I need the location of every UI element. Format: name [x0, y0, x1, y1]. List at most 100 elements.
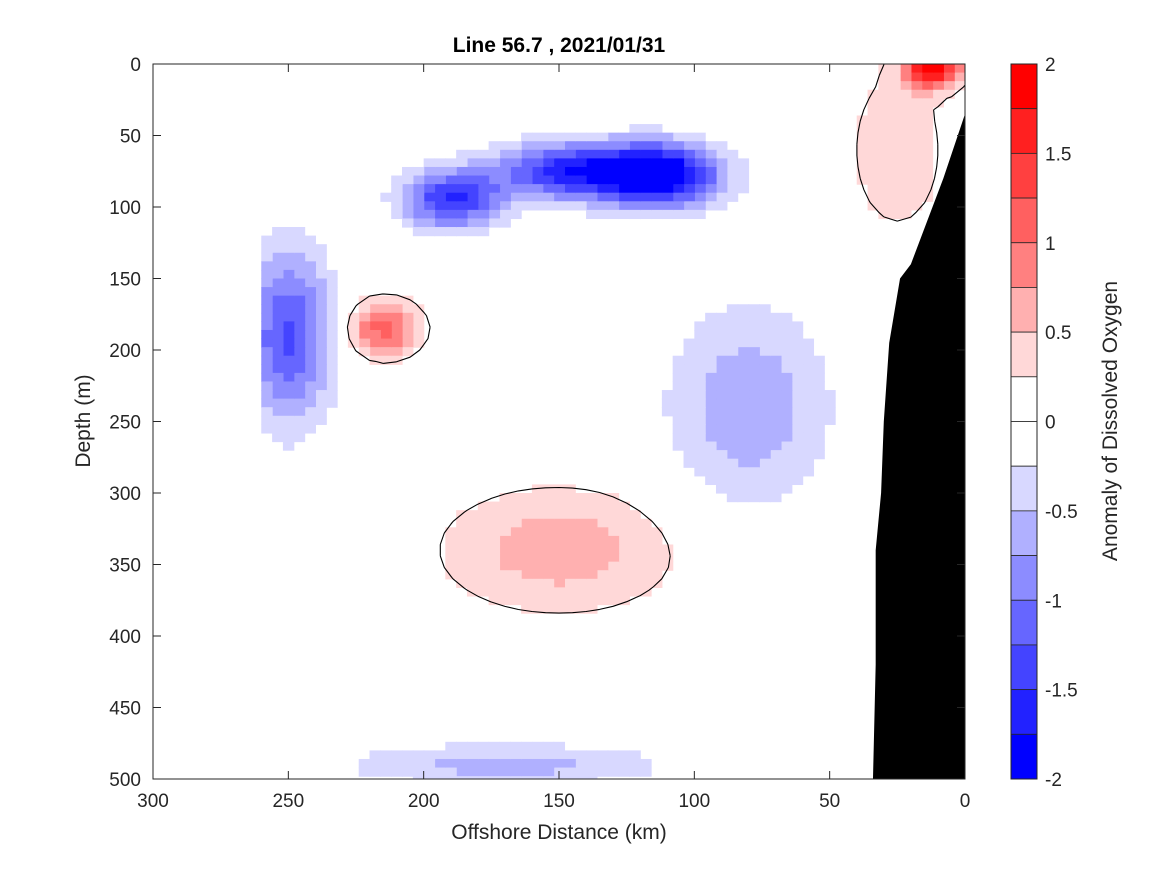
field-cell	[737, 158, 750, 168]
field-cell	[423, 218, 436, 228]
field-cell	[672, 398, 685, 408]
field-cell	[683, 372, 695, 383]
field-cell	[856, 115, 869, 125]
field-cell	[272, 424, 284, 434]
field-cell	[380, 750, 392, 760]
colorbar-band	[1010, 63, 1038, 110]
field-cell	[737, 175, 750, 185]
field-cell	[466, 776, 479, 779]
field-cell	[802, 355, 815, 365]
field-cell	[477, 767, 490, 777]
field-cell	[358, 347, 371, 357]
field-cell	[304, 347, 316, 357]
field-cell	[629, 175, 641, 185]
field-cell	[531, 561, 544, 571]
field-cell	[456, 570, 468, 580]
field-cell	[651, 535, 663, 546]
field-cell	[780, 338, 793, 348]
field-cell	[900, 115, 912, 125]
field-cell	[683, 424, 695, 434]
field-cell	[510, 209, 522, 220]
field-cell	[856, 149, 869, 159]
field-cell	[521, 561, 533, 571]
field-cell	[726, 484, 739, 494]
field-cell	[575, 570, 587, 580]
field-cell	[456, 158, 468, 168]
field-cell	[737, 458, 750, 468]
field-cell	[456, 192, 468, 202]
field-cell	[705, 475, 717, 486]
field-cell	[466, 758, 479, 769]
field-cell	[737, 381, 750, 391]
field-cell	[802, 432, 815, 443]
field-cell	[672, 364, 685, 374]
field-cell	[326, 398, 338, 408]
field-cell	[358, 758, 371, 769]
field-cell	[521, 201, 533, 211]
field-cell	[391, 355, 403, 365]
field-cell	[661, 553, 674, 563]
field-cell	[521, 604, 533, 614]
field-cell	[856, 158, 869, 168]
field-cell	[759, 458, 771, 468]
field-cell	[293, 252, 306, 262]
field-cell	[618, 184, 630, 194]
field-cell	[293, 278, 306, 288]
field-cell	[282, 269, 295, 280]
field-cell	[726, 166, 739, 177]
field-cell	[921, 184, 934, 194]
field-cell	[553, 750, 566, 760]
field-cell	[813, 398, 825, 408]
field-cell	[445, 166, 457, 177]
field-cell	[564, 149, 576, 159]
field-cell	[932, 81, 944, 91]
colorbar-tick-label: -1	[1045, 591, 1062, 612]
field-cell	[596, 587, 609, 597]
field-cell	[726, 158, 739, 168]
field-cell	[521, 166, 533, 177]
field-cell	[304, 244, 316, 254]
field-cell	[553, 149, 566, 159]
field-cell	[261, 304, 273, 314]
field-cell	[780, 355, 793, 365]
field-cell	[759, 398, 771, 408]
field-cell	[456, 518, 468, 528]
field-cell	[737, 432, 750, 443]
field-cell	[780, 441, 793, 451]
field-cell	[575, 501, 587, 511]
field-cell	[499, 553, 511, 563]
field-cell	[770, 432, 782, 443]
field-cell	[802, 424, 815, 434]
field-cell	[326, 347, 338, 357]
field-cell	[683, 415, 695, 425]
field-cell	[304, 381, 316, 391]
field-cell	[499, 158, 511, 168]
field-cell	[900, 64, 912, 74]
field-cell	[694, 158, 706, 168]
field-cell	[921, 98, 934, 108]
field-cell	[683, 381, 695, 391]
field-cell	[705, 338, 717, 348]
field-cell	[304, 372, 316, 383]
field-cell	[282, 304, 295, 314]
field-cell	[358, 321, 371, 331]
field-cell	[748, 372, 760, 383]
field-cell	[564, 201, 576, 211]
field-cell	[726, 372, 739, 383]
field-cell	[499, 209, 511, 220]
field-cell	[726, 458, 739, 468]
field-cell	[358, 304, 371, 314]
field-cell	[586, 201, 598, 211]
field-cell	[748, 338, 760, 348]
field-cell	[900, 89, 912, 99]
field-cell	[402, 758, 414, 769]
field-cell	[521, 767, 533, 777]
field-cell	[748, 407, 760, 417]
field-cell	[553, 758, 566, 769]
field-cell	[542, 595, 555, 606]
field-cell	[629, 750, 641, 760]
field-cell	[272, 355, 284, 365]
field-cell	[293, 415, 306, 425]
field-cell	[705, 390, 717, 400]
